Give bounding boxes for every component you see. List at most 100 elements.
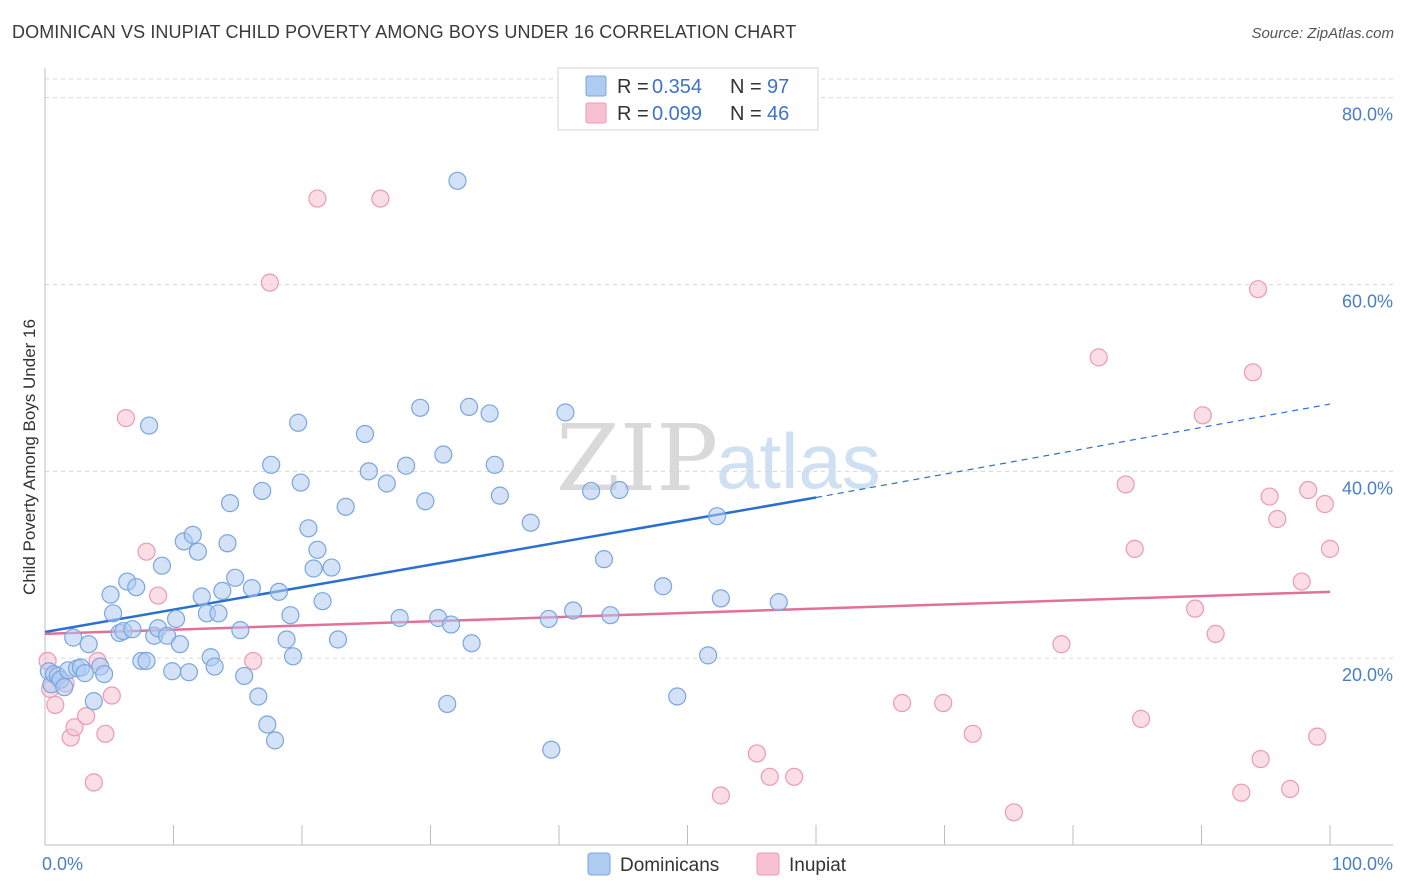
point-dominicans-33: [179, 663, 199, 682]
legend-n-label-1: N =: [730, 103, 762, 125]
point-dominicans-80: [480, 404, 499, 423]
point-inupiat-10: [102, 686, 121, 705]
chart-title: DOMINICAN VS INUPIAT CHILD POVERTY AMONG…: [12, 22, 797, 42]
point-dominicans-72: [416, 492, 435, 511]
point-dominicans-65: [336, 497, 355, 516]
point-inupiat-20: [760, 767, 779, 786]
point-inupiat-28: [1116, 475, 1135, 494]
point-inupiat-26: [1052, 635, 1071, 654]
legend: R = 0.354 N = 97 R = 0.099 N = 46: [557, 67, 819, 131]
legend-n-value-dominicans: 97: [767, 76, 789, 98]
bottom-legend-swatch-dominicans: [587, 852, 611, 876]
bottom-legend-label-dominicans: Dominicans: [620, 855, 719, 876]
point-inupiat-19: [747, 744, 766, 763]
point-inupiat-42: [1299, 480, 1318, 500]
point-dominicans-79: [462, 634, 481, 653]
watermark-zip: ZIP: [556, 405, 718, 512]
point-dominicans-46: [235, 666, 254, 686]
point-dominicans-69: [396, 456, 416, 475]
point-dominicans-61: [308, 540, 327, 559]
bottom-legend-label-inupiat: Inupiat: [789, 855, 847, 876]
point-dominicans-76: [441, 615, 461, 634]
legend-r-value-dominicans: 0.354: [652, 76, 702, 98]
point-inupiat-6: [77, 706, 96, 726]
point-inupiat-11: [116, 408, 136, 428]
point-dominicans-27: [152, 556, 172, 575]
bottom-legend-swatch-inupiat: [756, 852, 780, 876]
point-inupiat-44: [1315, 494, 1334, 514]
legend-swatch-inupiat: [585, 102, 607, 124]
data-points: [38, 171, 1340, 822]
point-dominicans-58: [291, 473, 310, 492]
point-dominicans-70: [390, 608, 409, 628]
point-inupiat-17: [371, 189, 390, 208]
point-dominicans-20: [123, 620, 142, 639]
point-dominicans-77: [448, 171, 467, 190]
legend-r-label-1: R =: [617, 103, 649, 125]
tick-labels: 20.0% 40.0% 60.0% 80.0% 0.0% 100.0%: [42, 105, 1393, 874]
point-dominicans-49: [253, 481, 272, 501]
point-inupiat-38: [1260, 487, 1279, 506]
point-dominicans-95: [707, 507, 727, 526]
point-dominicans-51: [262, 455, 281, 474]
point-inupiat-45: [1320, 539, 1340, 558]
trend-line-inupiat: [44, 590, 1331, 636]
point-dominicans-5: [55, 678, 74, 697]
point-dominicans-83: [521, 513, 540, 532]
point-dominicans-50: [258, 715, 277, 734]
point-dominicans-16: [104, 604, 123, 623]
point-dominicans-81: [485, 455, 504, 474]
point-dominicans-92: [653, 577, 673, 596]
point-dominicans-29: [163, 662, 182, 681]
legend-n-label-0: N =: [730, 76, 762, 98]
point-inupiat-21: [785, 767, 804, 786]
point-dominicans-84: [539, 609, 558, 629]
point-inupiat-9: [96, 724, 115, 743]
point-dominicans-75: [438, 694, 457, 714]
point-inupiat-41: [1292, 572, 1311, 591]
point-inupiat-7: [84, 773, 103, 792]
point-inupiat-39: [1268, 509, 1287, 529]
point-dominicans-35: [188, 542, 208, 561]
point-dominicans-94: [698, 646, 718, 665]
point-dominicans-7: [64, 628, 83, 647]
point-dominicans-54: [277, 630, 296, 649]
point-dominicans-43: [220, 494, 240, 513]
y-tick-label-3: 80.0%: [1342, 105, 1393, 125]
point-dominicans-36: [192, 587, 211, 606]
point-dominicans-30: [166, 609, 186, 629]
point-dominicans-31: [170, 635, 190, 654]
point-dominicans-67: [359, 462, 378, 481]
point-dominicans-88: [582, 481, 601, 501]
bottom-legend: Dominicans Inupiat: [587, 852, 847, 876]
point-dominicans-60: [304, 559, 323, 578]
point-inupiat-12: [137, 542, 156, 561]
gridlines: [45, 78, 1393, 659]
trend-lines: [44, 403, 1331, 636]
point-dominicans-85: [542, 740, 561, 759]
source-label: Source: ZipAtlas.com: [1251, 25, 1394, 42]
point-dominicans-68: [377, 474, 396, 493]
point-inupiat-37: [1251, 749, 1270, 769]
point-inupiat-2: [46, 695, 65, 714]
point-dominicans-87: [564, 601, 583, 620]
trend-line-dominicans-extension: [815, 403, 1331, 499]
point-inupiat-43: [1308, 727, 1327, 746]
legend-n-value-inupiat: 46: [767, 103, 789, 125]
point-inupiat-24: [963, 724, 982, 743]
point-dominicans-23: [137, 651, 156, 671]
point-inupiat-25: [1004, 803, 1023, 822]
point-dominicans-56: [283, 647, 303, 666]
point-inupiat-13: [148, 586, 168, 605]
point-dominicans-97: [769, 593, 788, 612]
trend-line-dominicans: [44, 496, 817, 634]
legend-r-label-0: R =: [617, 76, 649, 98]
point-dominicans-53: [269, 582, 288, 601]
point-dominicans-14: [95, 664, 114, 684]
point-inupiat-33: [1206, 624, 1225, 643]
point-dominicans-47: [242, 579, 261, 598]
point-dominicans-15: [101, 585, 120, 604]
point-inupiat-15: [260, 273, 279, 292]
y-tick-label-1: 40.0%: [1342, 478, 1393, 498]
